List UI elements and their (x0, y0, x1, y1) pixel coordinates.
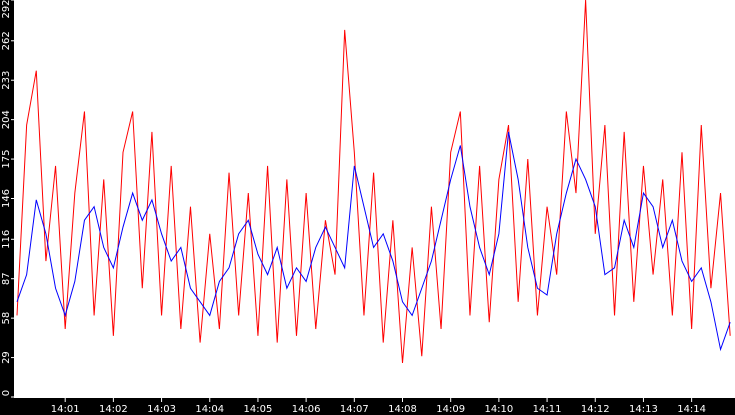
y-tick-label: 0 (1, 390, 12, 396)
series-line (16, 131, 731, 352)
x-tick-label: 14:14 (677, 404, 706, 415)
y-tick-label: 58 (1, 312, 12, 325)
x-tick-label: 14:06 (292, 404, 321, 415)
x-axis-strip (0, 398, 735, 415)
x-tick-label: 14:08 (388, 404, 417, 415)
series-line (16, 0, 731, 364)
y-tick-label: 87 (1, 272, 12, 285)
x-tick-label: 14:07 (340, 404, 369, 415)
x-tick-label: 14:10 (484, 404, 513, 415)
x-tick-label: 14:01 (51, 404, 80, 415)
y-axis-strip (0, 0, 14, 415)
x-tick-label: 14:04 (195, 404, 224, 415)
y-tick-label: 233 (1, 71, 12, 90)
y-tick-label: 29 (1, 351, 12, 364)
x-tick-label: 14:12 (581, 404, 610, 415)
x-tick-label: 14:13 (629, 404, 658, 415)
x-tick-label: 14:02 (99, 404, 128, 415)
x-tick-label: 14:03 (147, 404, 176, 415)
y-tick-label: 146 (1, 189, 12, 208)
x-tick-label: 14:05 (244, 404, 273, 415)
y-tick-label: 175 (1, 150, 12, 169)
y-tick-label: 262 (1, 31, 12, 50)
y-tick-label: 204 (1, 110, 12, 129)
x-tick-label: 14:11 (533, 404, 562, 415)
y-tick-label: 116 (1, 230, 12, 249)
x-tick-label: 14:09 (436, 404, 465, 415)
y-tick-label: 292 (1, 0, 12, 19)
